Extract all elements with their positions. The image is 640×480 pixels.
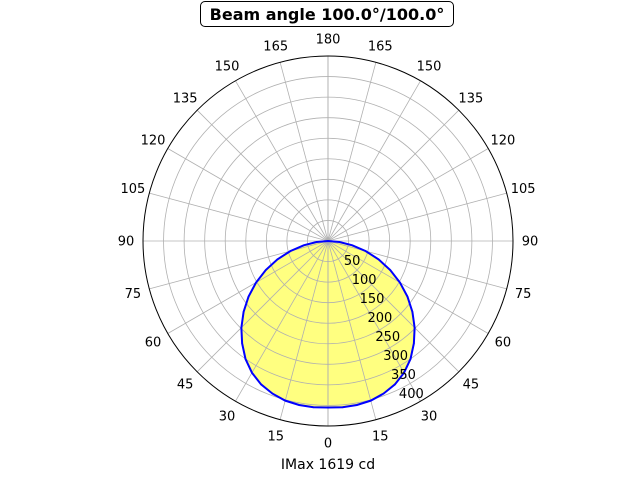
x-axis-label: IMax 1619 cd: [280, 457, 376, 473]
data-point-left-60: [255, 281, 257, 284]
grid-spoke-right-120: [327, 148, 489, 242]
angle-label-left-165: 165: [263, 39, 288, 54]
grid-spoke-left-135: [196, 109, 329, 242]
radial-label-150: 150: [360, 292, 385, 307]
data-point-left-10: [298, 404, 300, 406]
grid-spoke-right-165: [327, 62, 377, 242]
angle-label-left-90: 90: [118, 235, 135, 250]
angle-label-left-75: 75: [125, 287, 142, 302]
data-point-right-80: [351, 244, 354, 247]
angle-label-right-90: 90: [522, 235, 539, 250]
data-point-right-85: [338, 241, 341, 243]
data-point-right-70: [377, 258, 380, 261]
data-point-left-70: [276, 258, 279, 261]
grid-spoke-left-15: [279, 240, 329, 420]
outer-frame: [142, 55, 514, 427]
data-point-left-90: [327, 240, 329, 242]
grid-layer: [142, 55, 514, 427]
data-point-right-30: [403, 371, 405, 374]
data-point-right-40: [413, 342, 415, 345]
grid-spoke-right-60: [327, 240, 489, 334]
angle-label-left-105: 105: [120, 182, 145, 197]
grid-spoke-right-150: [327, 80, 421, 242]
data-point-right-75: [364, 250, 367, 252]
data-point-right-45: [413, 326, 416, 329]
data-point-right-25: [394, 383, 396, 386]
radial-label-300: 300: [383, 349, 408, 364]
grid-spoke-left-120: [167, 148, 329, 242]
data-point-left-35: [244, 358, 247, 360]
data-point-left-50: [242, 311, 245, 313]
angle-label-left-15: 15: [267, 430, 284, 445]
data-point-left-85: [315, 241, 318, 243]
intensity-curve-layer: [240, 239, 416, 409]
data-point-left-5: [312, 406, 315, 409]
grid-spoke-left-165: [279, 62, 329, 242]
data-point-right-10: [356, 404, 358, 406]
data-point-right-15: [369, 399, 372, 402]
data-point-left-20: [271, 392, 274, 395]
radial-label-50: 50: [344, 254, 361, 269]
angle-label-right-30: 30: [421, 409, 438, 424]
grid-spoke-left-75: [149, 240, 329, 290]
angle-label-right-0: 0: [324, 437, 332, 452]
angle-label-left-30: 30: [219, 409, 236, 424]
radial-label-250: 250: [375, 330, 400, 345]
data-point-left-80: [302, 244, 305, 247]
angle-label-left-45: 45: [177, 377, 194, 392]
grid-spoke-right-15: [327, 240, 377, 420]
data-point-right-50: [411, 311, 414, 313]
data-point-right-5: [341, 406, 344, 409]
data-point-right-20: [382, 392, 385, 395]
grid-spoke-left-105: [149, 192, 329, 242]
data-point-right-65: [389, 269, 392, 271]
grid-spoke-right-105: [327, 192, 507, 242]
grid-spoke-left-150: [235, 80, 329, 242]
data-point-left-45: [240, 326, 243, 329]
data-point-left-55: [247, 295, 250, 298]
angle-label-right-45: 45: [463, 377, 480, 392]
data-point-left-40: [241, 342, 243, 345]
grid-spoke-right-45: [327, 240, 460, 373]
data-point-left-0: [327, 406, 329, 409]
data-point-left-30: [251, 371, 253, 374]
data-point-left-15: [284, 399, 287, 402]
tick-label-layer: 0 15 30 45 60 75 90 105 120 135 150 165 180 15 30 45 60 7…: [118, 33, 539, 452]
data-point-left-75: [289, 250, 292, 252]
angle-label-right-120: 120: [491, 134, 516, 149]
angle-label-left-135: 135: [173, 92, 198, 107]
data-point-left-65: [264, 269, 267, 271]
grid-spoke-left-45: [196, 240, 329, 373]
grid-spoke-right-75: [327, 240, 507, 290]
radial-label-200: 200: [367, 311, 392, 326]
data-point-left-25: [260, 383, 262, 386]
angle-label-left-60: 60: [145, 336, 162, 351]
radial-label-350: 350: [391, 368, 416, 383]
angle-label-right-75: 75: [515, 287, 532, 302]
angle-label-right-60: 60: [495, 336, 512, 351]
chart-title: Beam angle 100.0°/100.0°: [200, 1, 454, 27]
angle-label-right-165: 165: [368, 39, 393, 54]
angle-label-left-120: 120: [141, 134, 166, 149]
angle-label-right-15: 15: [372, 430, 389, 445]
angle-label-right-105: 105: [511, 182, 536, 197]
grid-spoke-right-135: [327, 109, 460, 242]
angle-label-right-180: 180: [316, 33, 341, 48]
grid-spoke-left-60: [167, 240, 329, 334]
angle-label-right-135: 135: [458, 92, 483, 107]
grid-spoke-left-30: [235, 240, 329, 402]
grid-spoke-right-30: [327, 240, 421, 402]
radial-label-100: 100: [352, 273, 377, 288]
data-point-right-55: [406, 295, 409, 298]
data-point-right-60: [399, 281, 401, 284]
angle-label-right-150: 150: [417, 60, 442, 75]
radial-label-400: 400: [399, 387, 424, 402]
angle-label-left-150: 150: [215, 60, 240, 75]
data-point-right-35: [409, 358, 412, 360]
